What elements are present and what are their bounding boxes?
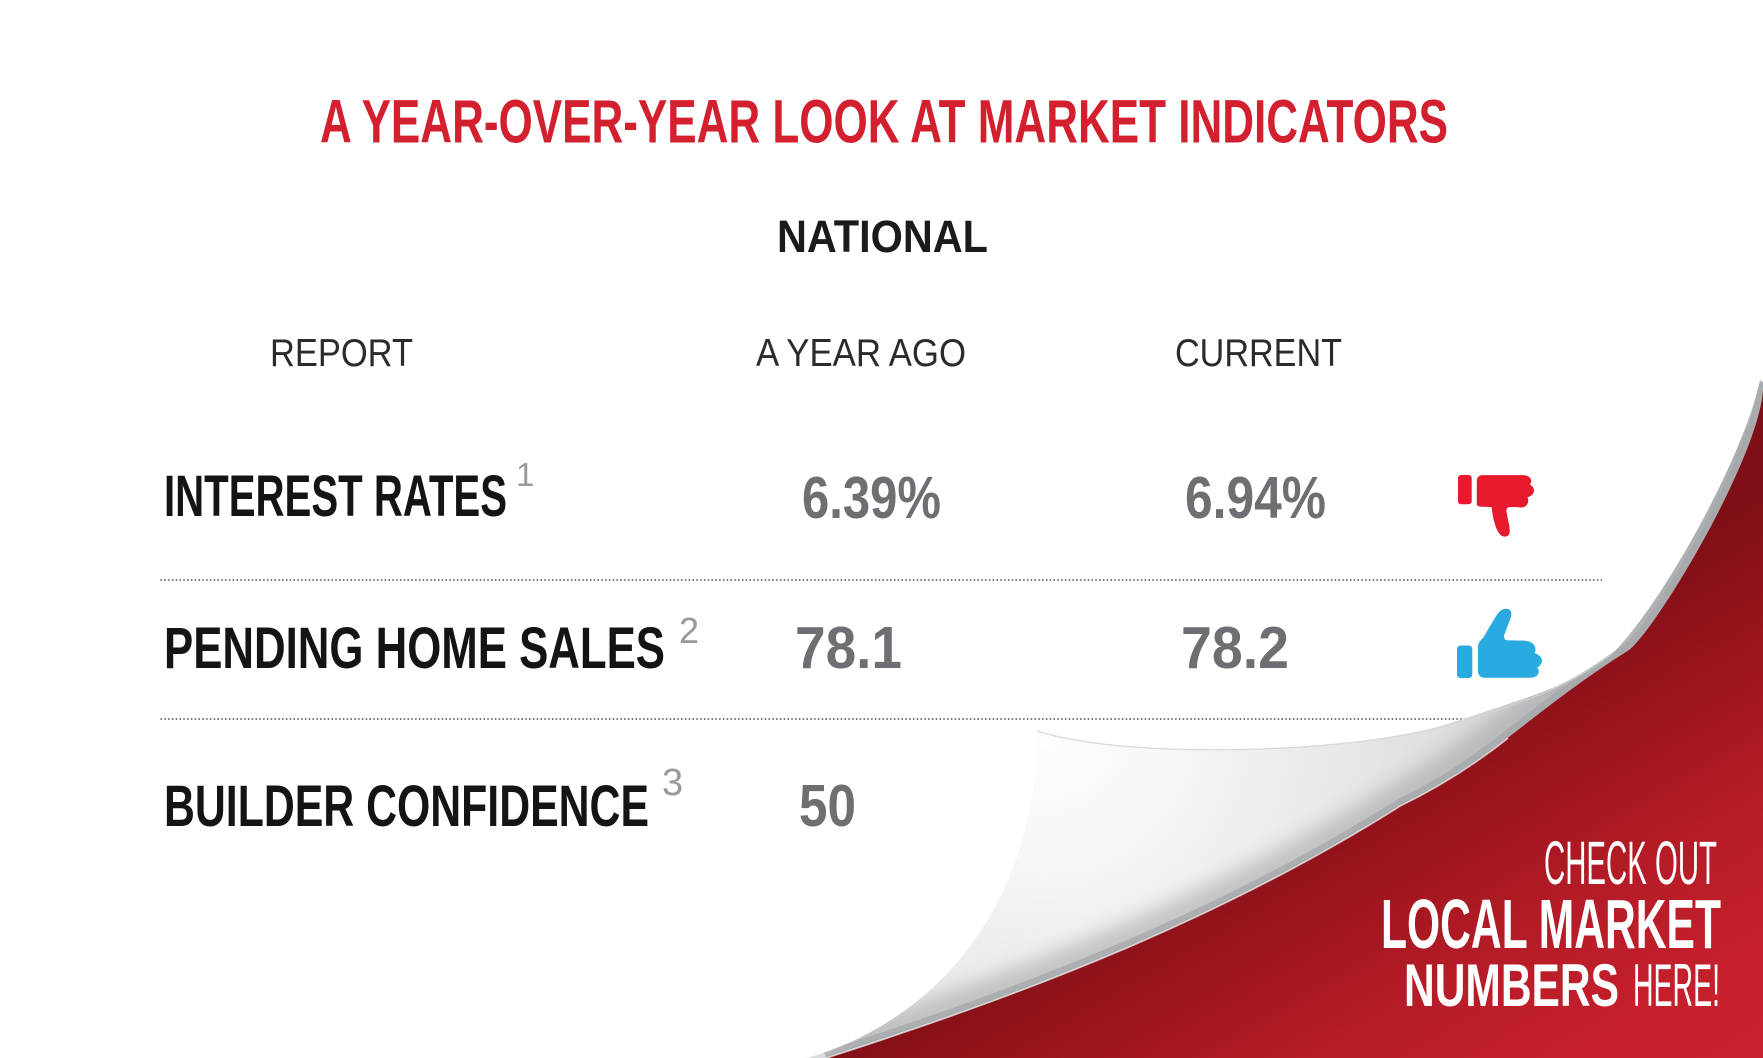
svg-text:50: 50 [799, 772, 856, 839]
svg-text:LOCAL MARKET: LOCAL MARKET [1381, 885, 1721, 963]
svg-text:2: 2 [679, 610, 699, 651]
svg-text:3: 3 [662, 762, 683, 804]
svg-text:INTEREST RATES: INTEREST RATES [164, 464, 507, 529]
svg-text:6.39%: 6.39% [802, 464, 941, 531]
svg-text:BUILDER CONFIDENCE: BUILDER CONFIDENCE [164, 774, 649, 839]
svg-text:A YEAR AGO: A YEAR AGO [756, 332, 966, 375]
svg-text:78.1: 78.1 [795, 614, 902, 681]
svg-text:PENDING HOME SALES: PENDING HOME SALES [164, 616, 665, 681]
svg-text:NATIONAL: NATIONAL [777, 211, 988, 262]
svg-text:NUMBERS: NUMBERS [1404, 952, 1619, 1019]
svg-text:REPORT: REPORT [270, 332, 413, 375]
svg-text:CHECK OUT: CHECK OUT [1544, 829, 1717, 897]
svg-text:1: 1 [516, 456, 534, 493]
svg-text:78.2: 78.2 [1181, 614, 1289, 681]
svg-text:HERE!: HERE! [1633, 952, 1720, 1019]
svg-text:A YEAR-OVER-YEAR LOOK AT MARKE: A YEAR-OVER-YEAR LOOK AT MARKET INDICATO… [320, 88, 1448, 156]
svg-text:6.94%: 6.94% [1185, 464, 1326, 531]
svg-text:CURRENT: CURRENT [1175, 332, 1342, 375]
